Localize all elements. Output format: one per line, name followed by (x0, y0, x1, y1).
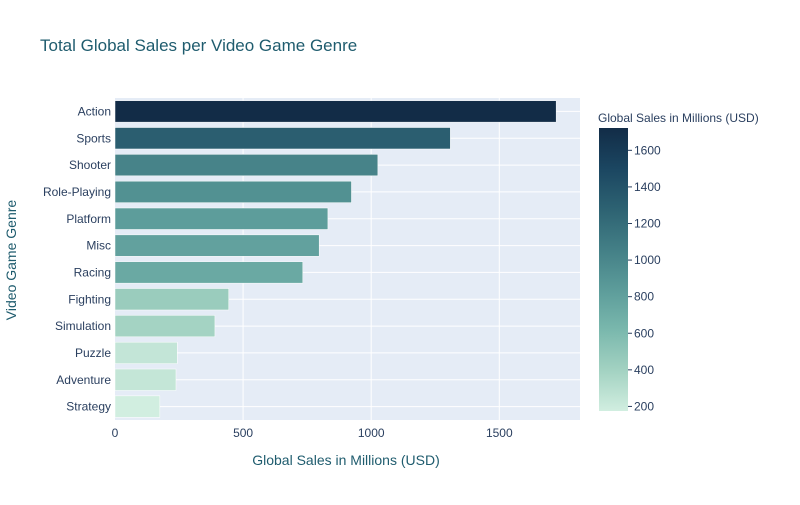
x-tick-label: 500 (233, 426, 253, 440)
bar-role-playing[interactable] (114, 180, 352, 203)
colorbar-title: Global Sales in Millions (USD) (598, 111, 759, 125)
bar-shooter[interactable] (114, 154, 379, 177)
bar-simulation[interactable] (114, 315, 216, 338)
x-axis-title: Global Sales in Millions (USD) (252, 452, 440, 468)
x-tick-label: 0 (112, 426, 119, 440)
colorbar-tick-label: 1000 (634, 253, 661, 267)
colorbar-tick-label: 1400 (634, 180, 661, 194)
bar-sports[interactable] (114, 127, 451, 150)
y-tick-label: Shooter (69, 158, 111, 172)
colorbar-tick-label: 600 (634, 326, 654, 340)
colorbar-tick-label: 200 (634, 399, 654, 413)
y-tick-label: Action (78, 104, 111, 118)
y-tick-label: Platform (66, 212, 111, 226)
colorbar-tick-label: 400 (634, 363, 654, 377)
bar-racing[interactable] (114, 261, 304, 284)
y-axis-title: Video Game Genre (3, 200, 19, 321)
colorbar-tick-label: 1200 (634, 216, 661, 230)
colorbar-tick-label: 1600 (634, 143, 661, 157)
y-tick-label: Adventure (56, 373, 111, 387)
colorbar-tick-label: 800 (634, 290, 654, 304)
y-tick-label: Racing (74, 265, 111, 279)
y-tick-label: Sports (76, 131, 111, 145)
x-tick-label: 1000 (358, 426, 385, 440)
bar-puzzle[interactable] (114, 341, 178, 364)
colorbar (599, 128, 628, 411)
y-tick-label: Simulation (55, 319, 111, 333)
bar-misc[interactable] (114, 234, 320, 257)
plot-background (115, 98, 580, 420)
y-tick-label: Fighting (68, 292, 111, 306)
bar-action[interactable] (114, 100, 557, 123)
y-tick-label: Strategy (66, 400, 111, 414)
bar-strategy[interactable] (114, 395, 161, 418)
bar-platform[interactable] (114, 207, 329, 230)
bar-fighting[interactable] (114, 288, 230, 311)
y-tick-label: Puzzle (75, 346, 111, 360)
bar-adventure[interactable] (114, 368, 177, 391)
y-tick-label: Misc (86, 239, 111, 253)
x-tick-label: 1500 (486, 426, 513, 440)
y-tick-label: Role-Playing (43, 185, 111, 199)
chart-title: Total Global Sales per Video Game Genre (40, 36, 357, 55)
